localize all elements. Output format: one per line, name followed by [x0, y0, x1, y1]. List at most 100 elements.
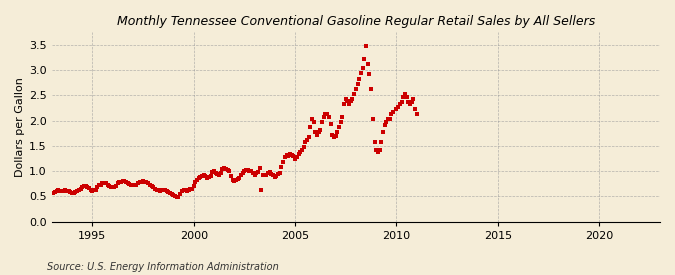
Point [308, 120, 319, 124]
Point [175, 192, 186, 196]
Point [72, 189, 82, 194]
Point [376, 140, 387, 144]
Point [121, 180, 132, 185]
Point [197, 174, 208, 178]
Point [383, 117, 394, 122]
Point [254, 165, 265, 170]
Point [187, 187, 198, 191]
Point [303, 135, 314, 139]
Point [325, 122, 336, 126]
Point [82, 185, 92, 189]
Point [74, 188, 84, 192]
Point [386, 112, 397, 117]
Point [356, 71, 367, 76]
Point [246, 169, 256, 173]
Point [306, 117, 317, 122]
Point [244, 168, 255, 173]
Point [53, 188, 64, 192]
Point [51, 189, 62, 193]
Point [310, 130, 321, 134]
Point [155, 189, 165, 194]
Point [266, 172, 277, 176]
Point [65, 190, 76, 194]
Point [177, 189, 188, 194]
Point [134, 180, 145, 185]
Point [394, 102, 405, 106]
Point [99, 181, 109, 185]
Point [295, 150, 306, 154]
Point [188, 184, 199, 188]
Point [252, 169, 263, 174]
Point [319, 115, 329, 119]
Point [178, 188, 189, 192]
Point [214, 173, 225, 177]
Point [320, 112, 331, 117]
Point [404, 102, 415, 106]
Point [373, 150, 383, 155]
Point [185, 187, 196, 191]
Point [217, 167, 228, 171]
Point [183, 188, 194, 192]
Point [347, 97, 358, 101]
Point [169, 194, 180, 199]
Point [242, 168, 253, 172]
Point [281, 153, 292, 157]
Point [248, 171, 259, 175]
Point [215, 170, 226, 175]
Point [132, 181, 143, 185]
Point [119, 179, 130, 183]
Point [129, 183, 140, 188]
Point [158, 188, 169, 192]
Point [92, 185, 103, 189]
Point [153, 188, 163, 192]
Point [276, 165, 287, 169]
Point [219, 165, 230, 170]
Point [313, 130, 324, 134]
Point [285, 152, 296, 156]
Point [410, 107, 421, 112]
Point [78, 184, 89, 188]
Point [298, 145, 309, 150]
Point [333, 124, 344, 129]
Point [198, 172, 209, 177]
Point [265, 169, 275, 174]
Point [398, 95, 408, 99]
Point [346, 99, 356, 103]
Point [157, 188, 167, 192]
Point [317, 119, 327, 124]
Point [148, 185, 159, 189]
Point [227, 178, 238, 182]
Point [50, 190, 61, 194]
Point [232, 177, 243, 182]
Point [275, 170, 286, 175]
Point [312, 133, 323, 137]
Point [360, 43, 371, 48]
Point [95, 183, 106, 187]
Point [182, 189, 192, 194]
Point [393, 105, 404, 109]
Point [70, 190, 81, 195]
Point [279, 155, 290, 160]
Text: Source: U.S. Energy Information Administration: Source: U.S. Energy Information Administ… [47, 262, 279, 272]
Point [163, 190, 173, 195]
Point [97, 181, 108, 185]
Point [61, 189, 72, 194]
Point [259, 173, 270, 177]
Point [205, 174, 216, 178]
Point [411, 112, 422, 117]
Point [117, 179, 128, 183]
Point [90, 188, 101, 192]
Point [68, 191, 79, 195]
Point [350, 87, 361, 91]
Point [256, 188, 267, 192]
Point [122, 181, 133, 185]
Point [396, 100, 407, 104]
Point [146, 184, 157, 188]
Point [136, 180, 146, 184]
Point [387, 110, 398, 114]
Point [84, 186, 95, 191]
Point [48, 191, 59, 195]
Point [193, 176, 204, 180]
Point [379, 122, 390, 127]
Point [58, 189, 69, 193]
